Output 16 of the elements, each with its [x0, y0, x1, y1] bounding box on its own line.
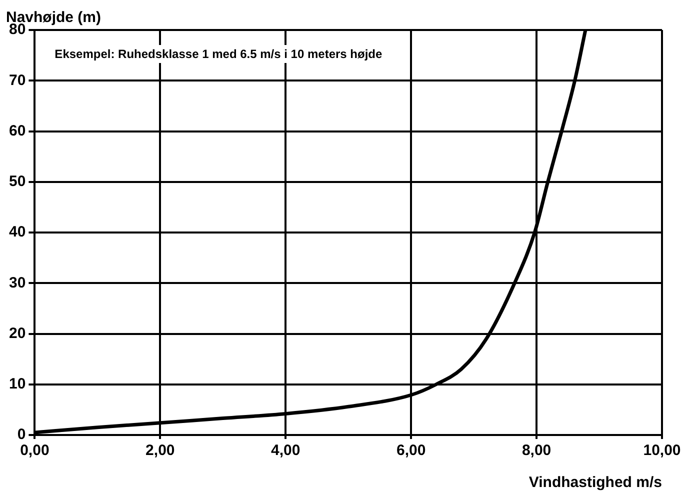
y-tick-label: 40	[8, 224, 26, 241]
x-tick-label: 8,00	[522, 442, 552, 460]
x-tick-label: 0,00	[20, 442, 50, 460]
x-axis-title: Vindhastighed m/s	[528, 474, 662, 491]
y-tick-label: 60	[8, 122, 26, 140]
y-tick-label: 50	[8, 173, 26, 190]
y-tick-label: 10	[8, 376, 26, 393]
y-tick-label: 20	[8, 324, 26, 342]
x-tick-label: 10,00	[643, 442, 681, 460]
y-tick-label: 70	[8, 72, 26, 89]
x-tick-label: 4,00	[271, 442, 300, 460]
x-tick-label: 2,00	[146, 442, 175, 460]
annotation: Eksempel: Ruhedsklasse 1 med 6.5 m/s i 10 meters højde	[54, 47, 382, 61]
y-tick-label: 0	[17, 426, 26, 444]
x-tick-label: 6,00	[396, 442, 426, 460]
y-tick-label: 30	[8, 274, 26, 292]
